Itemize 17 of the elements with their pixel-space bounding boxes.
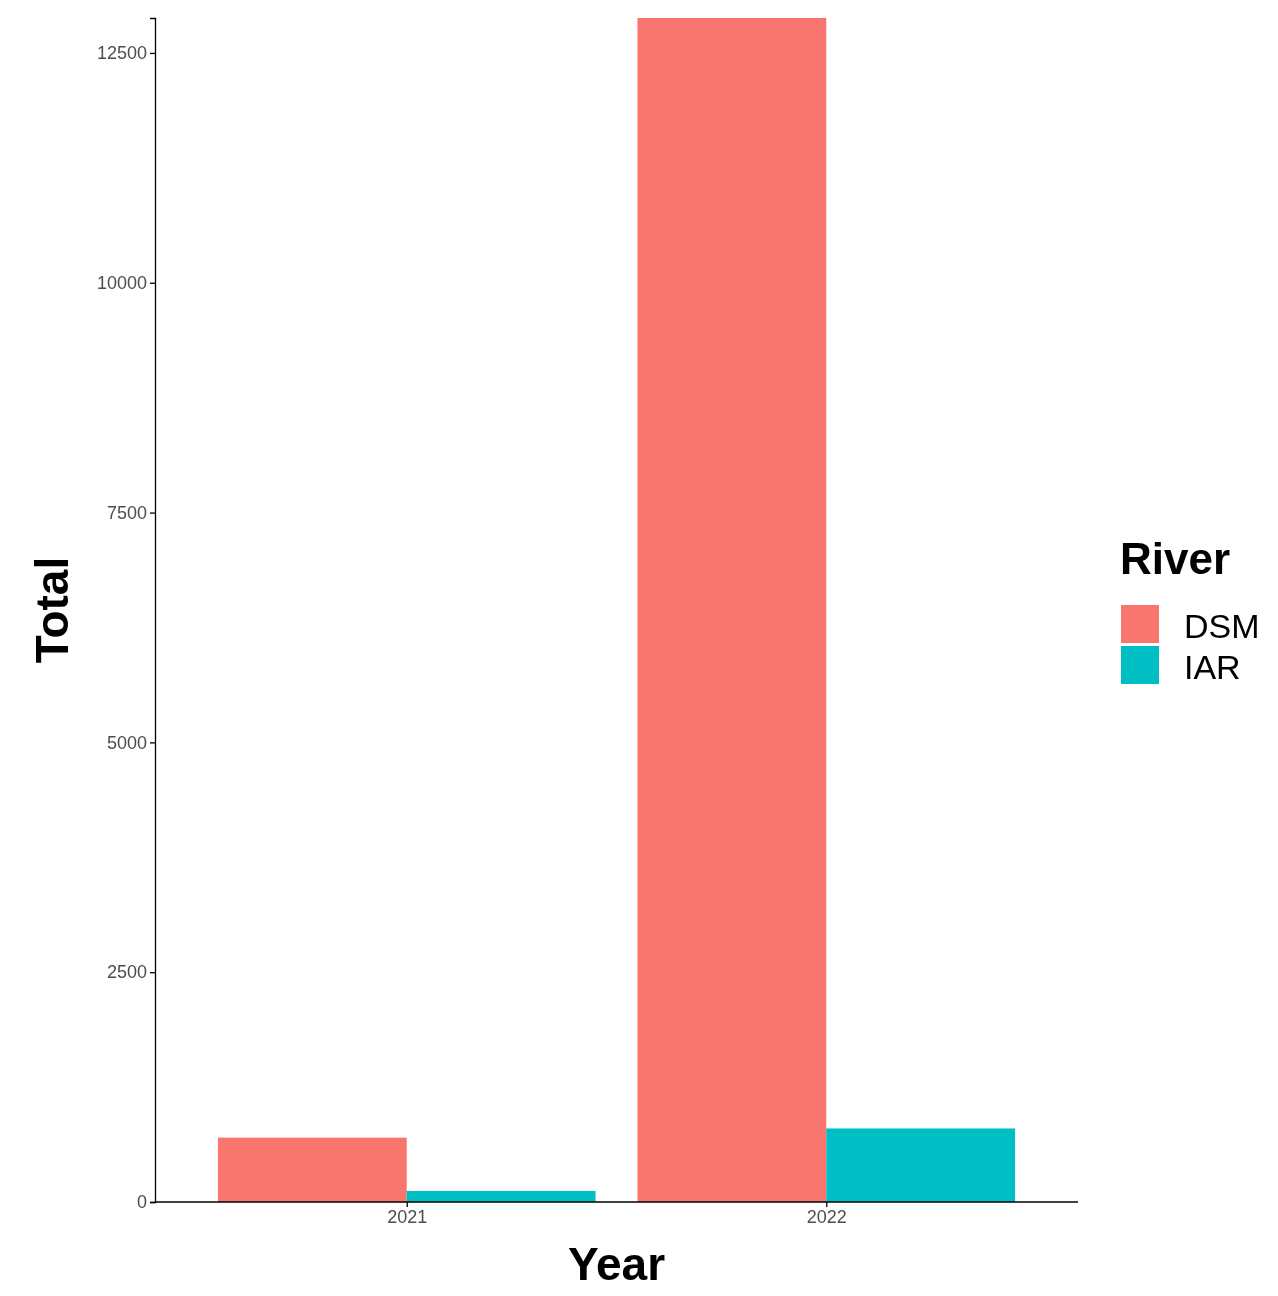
legend-label: DSM [1184,607,1260,645]
legend-label: IAR [1184,648,1241,686]
x-tick-label: 2022 [806,1206,847,1227]
bar [637,18,827,1202]
x-tick-label: 2021 [387,1206,428,1227]
bar [826,1128,1016,1202]
bar [406,1190,596,1202]
y-axis-title: Total [26,556,78,664]
y-tick-label: 7500 [106,502,147,523]
y-tick-label: 10000 [96,273,147,294]
y-tick-label: 12500 [96,43,147,64]
y-tick-label: 5000 [106,732,147,753]
y-tick-label: 2500 [106,962,147,983]
legend-title: River [1120,534,1231,583]
bar [217,1137,407,1202]
y-tick-label: 0 [136,1192,147,1213]
x-axis-title: Year [567,1238,666,1290]
